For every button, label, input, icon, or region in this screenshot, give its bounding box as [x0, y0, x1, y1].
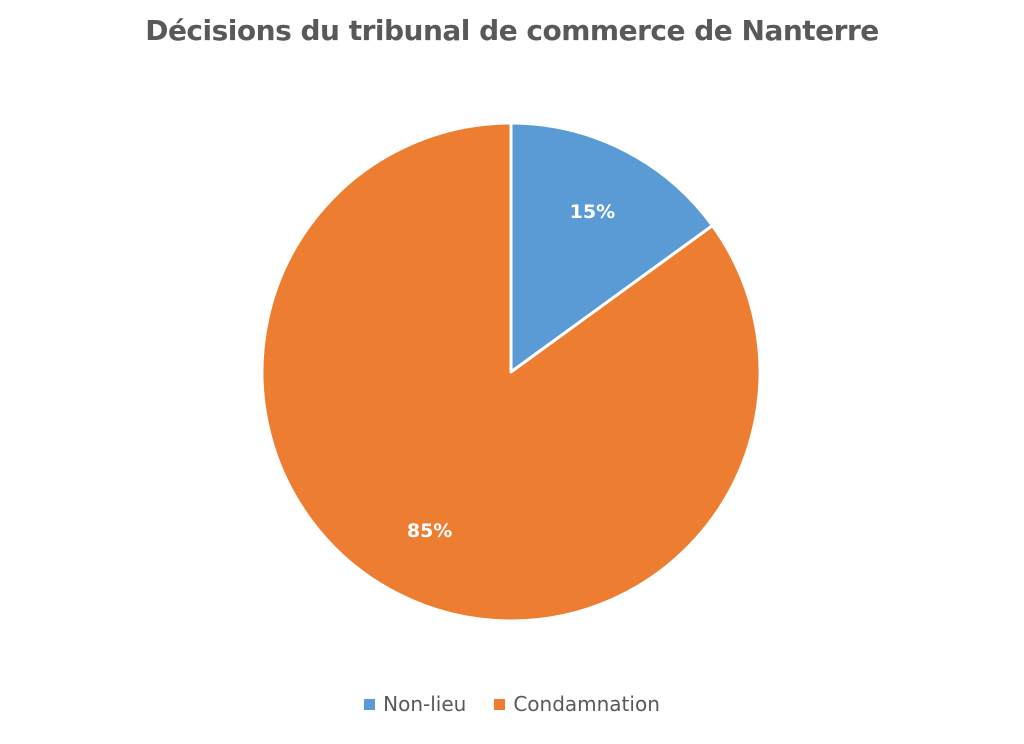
data-label-non-lieu: 15%: [570, 201, 615, 223]
legend-label: Condamnation: [513, 692, 660, 716]
legend-swatch: [494, 698, 506, 710]
pie-slice-non-lieu: [509, 121, 714, 374]
legend-item-non-lieu: Non-lieu: [364, 692, 466, 716]
pie-slice-condamnation: [260, 121, 762, 623]
legend: Non-lieu Condamnation: [0, 692, 1024, 716]
legend-label: Non-lieu: [383, 692, 467, 716]
chart-title: Décisions du tribunal de commerce de Nan…: [145, 14, 879, 47]
legend-swatch: [364, 698, 376, 710]
legend-item-condamnation: Condamnation: [494, 692, 660, 716]
data-label-condamnation: 85%: [407, 520, 452, 542]
